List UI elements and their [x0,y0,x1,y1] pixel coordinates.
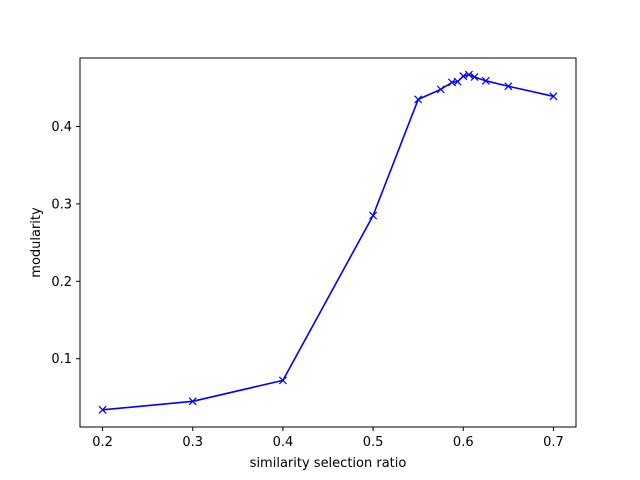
y-tick-label: 0.2 [51,275,72,290]
series-line [102,73,554,411]
x-tick-label: 0.5 [363,435,384,450]
data-point [414,95,423,104]
data-point [369,211,378,220]
x-tick-label: 0.2 [92,435,113,450]
y-tick-label: 0.3 [51,197,72,212]
x-tick-label: 0.6 [453,435,474,450]
data-point [549,92,558,101]
x-tick-label: 0.3 [182,435,203,450]
data-point [464,70,473,79]
x-tick-label: 0.7 [543,435,564,450]
x-tick-label: 0.4 [273,435,294,450]
y-tick-label: 0.4 [51,120,72,135]
data-point [470,72,479,81]
y-axis-label: modularity [29,207,44,278]
data-point [481,76,490,85]
data-point [188,397,197,406]
data-point [504,82,513,91]
axes-layer: 0.2 0.3 0.4 0.5 0.6 0.7 0.1 0.2 0.3 0.4 [51,120,563,450]
x-axis-label: similarity selection ratio [250,456,407,471]
data-point [436,85,445,94]
y-tick-label: 0.1 [51,352,72,367]
plot-frame [79,57,577,428]
series-layer [98,70,558,414]
plot-area [80,58,576,427]
data-point [98,405,107,414]
data-point [278,376,287,385]
